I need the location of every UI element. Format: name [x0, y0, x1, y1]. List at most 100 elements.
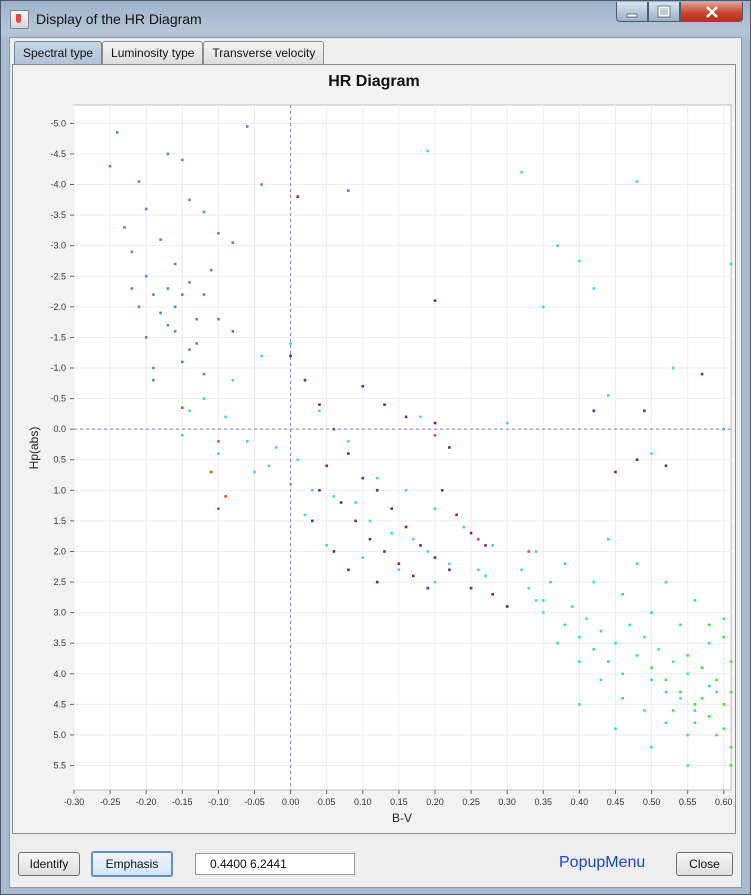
data-point	[318, 409, 321, 413]
data-point	[534, 599, 538, 602]
data-point	[397, 568, 401, 572]
y-tick-label: -4.5	[50, 149, 66, 159]
data-point	[116, 131, 119, 134]
data-point	[159, 238, 162, 241]
data-point	[693, 709, 697, 712]
tab-transverse-velocity[interactable]: Transverse velocity	[203, 41, 325, 64]
y-tick-label: 0.5	[53, 455, 66, 465]
data-point	[267, 464, 271, 468]
data-point	[152, 366, 155, 370]
data-point	[390, 507, 393, 510]
data-point	[361, 385, 365, 388]
data-point	[520, 568, 523, 572]
data-point	[650, 452, 653, 455]
data-point	[231, 241, 235, 244]
tab-luminosity-type[interactable]: Luminosity type	[102, 41, 204, 64]
data-point	[715, 678, 718, 682]
data-point	[296, 195, 300, 198]
identify-button[interactable]: Identify	[18, 852, 80, 876]
x-tick-label: 0.60	[715, 797, 733, 807]
data-point	[318, 489, 321, 492]
x-tick-label: 0.45	[607, 797, 625, 807]
y-tick-label: 2.0	[53, 546, 66, 556]
maximize-button[interactable]	[648, 2, 680, 22]
data-point	[217, 507, 220, 510]
data-point	[166, 287, 170, 290]
data-point	[383, 403, 386, 406]
data-point	[347, 189, 350, 192]
plot-area[interactable]	[73, 104, 732, 791]
data-point	[260, 354, 263, 358]
data-point	[614, 641, 617, 645]
data-point	[578, 259, 581, 263]
data-point	[426, 149, 430, 153]
data-point	[635, 458, 639, 461]
y-axis-ticks: -5.0 -4.5 -4.0 -3.5 -3.0 -2.5 -2.0 -1.5 -1.0 -0.5…	[50, 118, 74, 771]
x-tick-label: 0.35	[535, 797, 553, 807]
popup-menu-label[interactable]: PopupMenu	[559, 854, 646, 871]
y-tick-label: 0.0	[53, 424, 66, 434]
data-point	[708, 641, 711, 645]
data-point	[289, 354, 292, 358]
tab-spectral-type[interactable]: Spectral type	[14, 41, 103, 64]
data-point	[549, 580, 552, 584]
data-point	[722, 727, 726, 731]
data-point	[643, 709, 646, 712]
y-tick-label: -2.0	[50, 302, 66, 312]
close-button[interactable]: Close	[676, 852, 733, 876]
data-point	[231, 330, 235, 333]
data-point	[433, 556, 437, 559]
title-bar[interactable]: Display of the HR Diagram	[1, 1, 750, 37]
data-point	[361, 556, 365, 559]
chart-panel: HR Diagram -0.30 -0.25 -0.20 -0.15 -0.10 -0.0…	[12, 64, 736, 834]
data-point	[542, 305, 545, 309]
data-point	[700, 666, 704, 669]
close-window-button[interactable]	[680, 2, 743, 22]
data-point	[477, 537, 480, 541]
x-tick-label: 0.10	[354, 797, 372, 807]
data-point	[152, 293, 155, 296]
data-point	[419, 544, 422, 547]
data-point	[173, 330, 177, 333]
data-point	[635, 654, 639, 657]
data-point	[217, 452, 220, 455]
x-tick-label: 0.25	[462, 797, 480, 807]
data-point	[520, 171, 523, 174]
data-point	[224, 415, 227, 419]
data-point	[722, 635, 726, 639]
data-point	[628, 623, 632, 627]
data-point	[181, 158, 184, 162]
data-point	[166, 323, 170, 327]
data-point	[462, 525, 466, 529]
data-point	[650, 745, 653, 749]
data-point	[686, 733, 689, 737]
data-point	[534, 550, 538, 553]
data-point	[621, 672, 624, 676]
emphasis-button[interactable]: Emphasis	[91, 851, 173, 877]
y-tick-label: 5.0	[53, 730, 66, 740]
data-point	[592, 580, 596, 584]
data-point	[137, 180, 141, 183]
data-point	[592, 648, 596, 651]
data-point	[679, 690, 682, 694]
data-point	[679, 623, 682, 627]
data-point	[614, 727, 617, 731]
data-point	[505, 605, 509, 608]
data-point	[607, 660, 610, 663]
data-point	[729, 764, 733, 767]
minimize-button[interactable]	[616, 2, 648, 22]
data-point	[693, 703, 697, 706]
data-point	[643, 635, 646, 639]
data-point	[412, 537, 415, 541]
hr-scatter-chart[interactable]: -0.30 -0.25 -0.20 -0.15 -0.10 -0.05 0.00 0.05 0.…	[13, 65, 735, 833]
data-point	[484, 574, 487, 578]
data-point	[375, 489, 379, 492]
data-point	[383, 550, 386, 553]
data-point	[433, 434, 437, 437]
data-point	[332, 495, 336, 498]
y-tick-label: 3.0	[53, 608, 66, 618]
data-point	[592, 409, 596, 413]
data-point	[592, 287, 596, 290]
data-point	[729, 745, 733, 749]
x-tick-label: -0.20	[136, 797, 157, 807]
